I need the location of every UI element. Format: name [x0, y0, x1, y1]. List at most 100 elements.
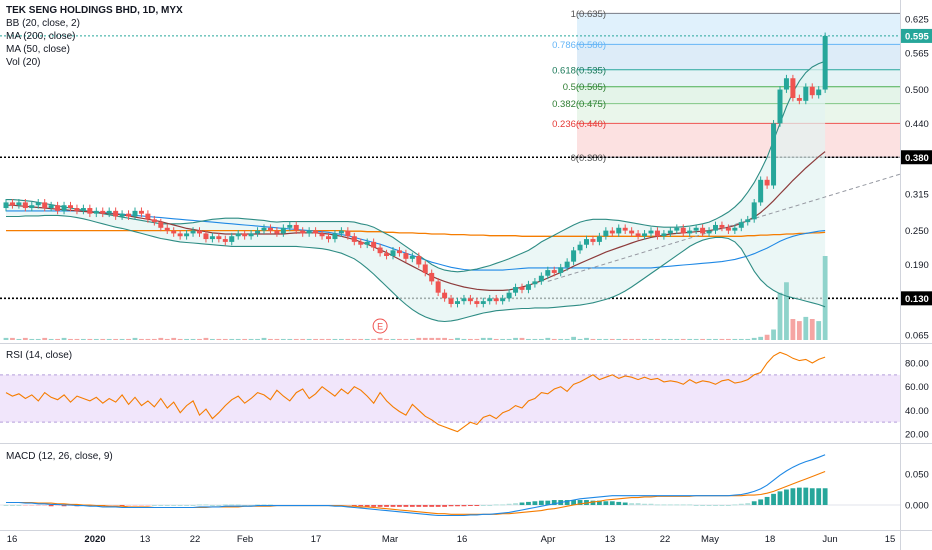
- candle-body: [113, 210, 119, 217]
- rsi-legend[interactable]: RSI (14, close): [6, 349, 72, 362]
- candle-body: [803, 86, 809, 101]
- candle-body: [700, 227, 706, 234]
- macd-histogram-bar: [132, 505, 138, 506]
- volume-bar: [790, 319, 796, 340]
- macd-histogram-bar: [564, 500, 570, 505]
- candle-body: [809, 86, 815, 96]
- time-tick-label: Feb: [237, 534, 253, 545]
- rsi-line: [5, 351, 826, 433]
- candle-body: [326, 236, 331, 240]
- price-pane[interactable]: 1(0.635) 0.786(0.580) 0.618(0.535) 0.5(0.50…: [0, 9, 901, 340]
- legend-vol[interactable]: Vol (20): [6, 57, 41, 68]
- volume-bar: [635, 338, 641, 340]
- volume-bar: [416, 337, 422, 340]
- macd-histogram-bar: [455, 505, 460, 507]
- candle-body: [629, 230, 635, 234]
- candle-body: [351, 236, 357, 242]
- legend-ma50[interactable]: MA (50, close): [6, 44, 70, 55]
- macd-histogram-bar: [203, 504, 209, 506]
- macd-histogram-bar: [506, 503, 512, 505]
- volume-bar: [609, 338, 615, 340]
- volume-bar: [687, 338, 693, 340]
- volume-bar: [738, 338, 744, 340]
- macd-histogram-bar: [197, 504, 202, 506]
- macd-legend[interactable]: MACD (12, 26, close, 9): [6, 450, 113, 463]
- macd-histogram-bar: [364, 505, 370, 507]
- volume-bar: [177, 338, 183, 340]
- macd-histogram-bar: [35, 505, 41, 506]
- volume-bar: [184, 338, 189, 340]
- macd-histogram-bar: [42, 505, 48, 506]
- volume-bar: [429, 337, 435, 340]
- macd-histogram-bar: [261, 504, 267, 506]
- volume-bar: [513, 337, 518, 340]
- candle-body: [319, 233, 325, 237]
- macd-histogram-bar: [822, 488, 828, 505]
- volume-bar: [777, 292, 783, 340]
- candle-body: [577, 244, 583, 251]
- candle-body: [609, 230, 615, 234]
- legend-bb[interactable]: BB (20, close, 2): [6, 18, 80, 29]
- candle-body: [403, 253, 409, 259]
- volume-bar: [816, 321, 822, 340]
- macd-histogram-bar: [745, 503, 751, 505]
- volume-bar: [145, 338, 151, 340]
- rsi-band-fill: [0, 374, 900, 423]
- volume-bar: [538, 338, 544, 340]
- candle-body: [255, 230, 261, 234]
- volume-bar: [713, 338, 718, 340]
- macd-histogram-bar: [119, 505, 125, 507]
- volume-bar: [526, 338, 531, 340]
- macd-histogram-bar: [809, 488, 815, 505]
- legend-ma200[interactable]: MA (200, close): [6, 31, 76, 42]
- volume-bar: [751, 337, 757, 340]
- rsi-tick-label: 40.00: [905, 406, 929, 417]
- volume-bar: [55, 338, 60, 340]
- volume-bar: [10, 337, 15, 340]
- candle-body: [145, 213, 151, 220]
- candle-body: [229, 236, 235, 242]
- macd-label: MACD (12, 26, close, 9): [6, 451, 113, 462]
- volume-bar: [139, 338, 144, 340]
- volume-bar: [268, 338, 273, 340]
- macd-histogram-bar: [674, 504, 680, 506]
- macd-histogram-bar: [151, 505, 157, 506]
- time-tick-label: 22: [660, 534, 671, 545]
- volume-bar: [397, 338, 402, 340]
- price-label: 0.595: [905, 31, 929, 42]
- volume-bar: [461, 338, 467, 340]
- candle-body: [751, 202, 757, 220]
- macd-histogram-bar: [667, 504, 673, 506]
- macd-histogram-bar: [48, 505, 54, 507]
- macd-histogram-bar: [429, 505, 435, 507]
- macd-histogram-bar: [784, 489, 789, 505]
- macd-histogram-bar: [474, 505, 480, 506]
- macd-histogram-bar: [603, 501, 609, 505]
- rsi-label: RSI (14, close): [6, 350, 73, 361]
- rsi-pane[interactable]: [0, 351, 900, 433]
- candle-body: [280, 227, 286, 234]
- candle-body: [777, 89, 783, 124]
- macd-histogram-bar: [358, 505, 364, 507]
- candle-body: [409, 256, 415, 259]
- volume-bar: [680, 338, 686, 340]
- macd-histogram-bar: [210, 505, 215, 506]
- volume-bar: [132, 337, 138, 340]
- time-tick-label: 15: [885, 534, 896, 545]
- volume-bar: [435, 337, 441, 340]
- volume-bar: [822, 256, 828, 340]
- macd-histogram-bar: [422, 505, 428, 507]
- volume-bar: [771, 329, 776, 340]
- volume-bar: [22, 337, 28, 340]
- candle-body: [532, 281, 538, 285]
- macd-histogram-bar: [571, 500, 576, 505]
- candle-body: [538, 275, 544, 282]
- candle-body: [693, 227, 699, 231]
- macd-pane[interactable]: [0, 454, 900, 517]
- macd-histogram-bar: [764, 496, 770, 505]
- macd-histogram-bar: [713, 505, 718, 506]
- volume-bar: [622, 338, 628, 340]
- macd-histogram-bar: [816, 488, 822, 505]
- macd-histogram-bar: [616, 501, 622, 505]
